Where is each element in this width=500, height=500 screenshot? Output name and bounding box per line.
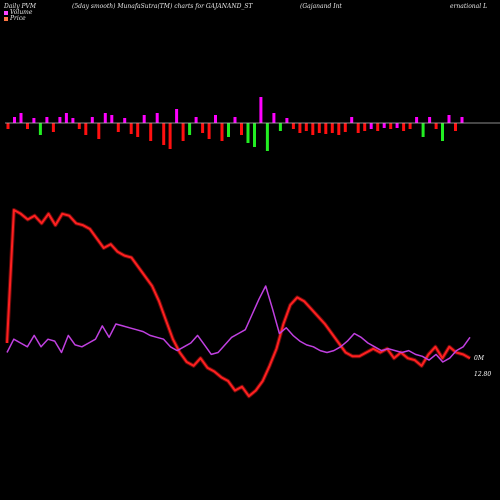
volume-bar: [233, 117, 237, 123]
volume-bar: [285, 118, 289, 123]
volume-bar: [382, 123, 386, 128]
volume-bar: [220, 123, 224, 141]
volume-bar: [168, 123, 172, 149]
volume-bar: [278, 123, 282, 131]
chart-header-company-1: (Gajanand Int: [300, 3, 342, 10]
volume-bar: [155, 113, 159, 123]
volume-bar: [162, 123, 166, 145]
volume-bar: [207, 123, 211, 139]
volume-bar: [343, 123, 347, 132]
volume-bar: [415, 117, 419, 123]
volume-bar: [181, 123, 185, 141]
volume-bar: [356, 123, 360, 133]
volume-bar: [116, 123, 120, 132]
volume-bar: [240, 123, 243, 135]
volume-bar: [395, 123, 399, 128]
volume-bar: [402, 123, 406, 131]
volume-bar: [194, 117, 198, 123]
volume-bar: [214, 115, 217, 123]
volume-bar: [32, 118, 36, 123]
volume-bar: [45, 117, 49, 123]
legend-price-swatch: [4, 16, 8, 21]
volume-line: [6, 285, 471, 363]
chart-header-company-2: ernational L: [450, 3, 488, 10]
volume-bar: [363, 123, 367, 131]
volume-bar: [408, 123, 412, 129]
volume-bar: [142, 115, 146, 123]
volume-bar: [324, 123, 328, 134]
volume-bar: [51, 123, 55, 132]
volume-bar: [259, 97, 263, 123]
volume-bar: [77, 123, 81, 129]
legend-price-label: Price: [10, 15, 26, 22]
volume-bar: [26, 123, 29, 129]
volume-bar: [129, 123, 133, 134]
volume-bar: [298, 123, 302, 133]
volume-bar: [58, 117, 62, 123]
price-line: [6, 209, 471, 398]
volume-bar: [123, 118, 127, 123]
volume-bar: [421, 123, 425, 137]
volume-bar: [460, 117, 464, 123]
volume-bar: [136, 123, 140, 137]
volume-bar: [389, 123, 393, 129]
legend-price: Price: [4, 15, 26, 22]
volume-bar: [227, 123, 230, 137]
volume-bar: [454, 123, 457, 131]
volume-end-label: 0M: [474, 355, 485, 362]
volume-bar: [291, 123, 295, 129]
volume-bar: [103, 113, 107, 123]
price-end-label: 12.80: [474, 371, 491, 378]
volume-bar: [311, 123, 315, 135]
volume-bar: [253, 123, 256, 147]
price-line-glow: [5, 208, 471, 399]
legend-volume-swatch: [4, 10, 8, 15]
volume-bar: [201, 123, 205, 133]
volume-bar: [447, 115, 451, 123]
chart-header-left: Daily PVM: [4, 3, 37, 10]
volume-bar: [434, 123, 438, 129]
volume-bar: [304, 123, 308, 131]
chart-header-title: (5day smooth) MunafaSutra(TM) charts for…: [72, 3, 253, 10]
volume-bar: [330, 123, 334, 133]
volume-bar: [428, 117, 432, 123]
volume-bar: [175, 109, 179, 123]
volume-bar: [350, 117, 354, 123]
volume-bar: [369, 123, 373, 129]
volume-bar: [246, 123, 250, 143]
volume-bar: [19, 113, 23, 123]
volume-bar: [376, 123, 380, 131]
volume-bar: [84, 123, 88, 135]
legend-volume-label: Volume: [10, 9, 33, 16]
volume-bar: [149, 123, 153, 141]
volume-bar: [441, 123, 444, 141]
volume-bar: [71, 118, 75, 123]
volume-bar: [265, 123, 269, 151]
volume-bar: [188, 123, 192, 135]
volume-bar: [90, 117, 94, 123]
volume-bar: [97, 123, 101, 139]
volume-bar: [64, 113, 68, 123]
volume-bar: [13, 117, 16, 123]
legend-volume: Volume: [4, 9, 32, 16]
volume-bar: [337, 123, 341, 135]
volume-bar: [272, 113, 276, 123]
volume-bar: [38, 123, 42, 135]
volume-bar: [6, 123, 10, 129]
volume-bar: [110, 115, 114, 123]
volume-bar: [317, 123, 321, 133]
